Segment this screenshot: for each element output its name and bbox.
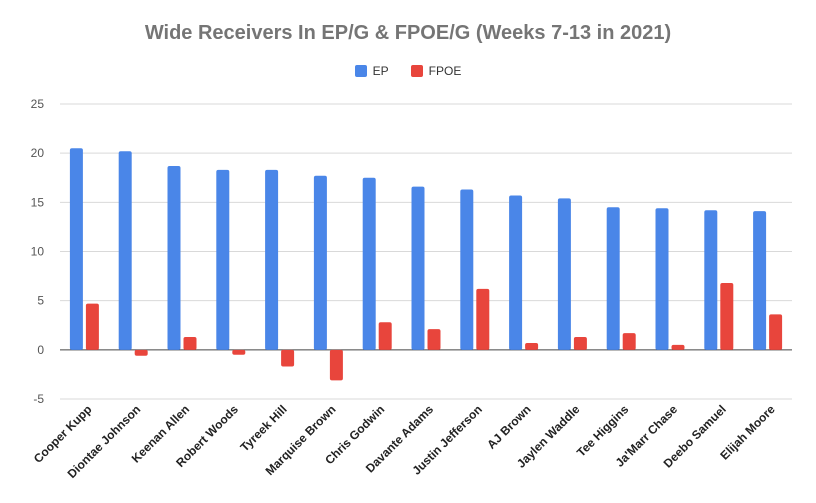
bar-fpoe (427, 329, 441, 350)
bar-ep (313, 175, 327, 350)
y-tick-label: 5 (37, 294, 44, 308)
y-tick-label: 15 (31, 195, 45, 209)
legend-label-ep: EP (372, 64, 389, 78)
bar-ep (704, 210, 718, 350)
bar-fpoe (134, 349, 148, 356)
bar-fpoe (476, 288, 490, 350)
bar-fpoe (281, 349, 295, 367)
bar-fpoe (329, 349, 343, 381)
legend-item-fpoe[interactable]: FPOE (410, 64, 462, 78)
y-tick-label: 10 (31, 245, 45, 259)
bar-ep (118, 151, 132, 350)
bar-ep (265, 169, 279, 350)
bar-ep (655, 208, 669, 350)
bar-ep (509, 195, 523, 350)
y-tick-label: 25 (31, 97, 45, 111)
bar-fpoe (232, 349, 246, 355)
legend-item-ep[interactable]: EP (354, 64, 389, 78)
bar-ep (753, 211, 767, 350)
legend-swatch-ep (354, 65, 367, 77)
bar-ep (460, 189, 474, 350)
bar-fpoe (622, 333, 636, 350)
bar-fpoe (183, 337, 197, 350)
legend-swatch-fpoe (410, 65, 423, 77)
bar-fpoe (720, 282, 734, 350)
bar-ep (216, 169, 230, 350)
bar-ep (606, 207, 620, 350)
x-tick-label: AJ Brown (484, 402, 534, 452)
chart-title: Wide Receivers In EP/G & FPOE/G (Weeks 7… (144, 22, 672, 44)
bar-ep (411, 186, 425, 350)
bar-ep (362, 177, 376, 350)
bar-fpoe (573, 337, 587, 350)
bar-ep (167, 165, 181, 350)
bar-fpoe (378, 322, 392, 350)
bar-ep (557, 198, 571, 350)
bar-ep (69, 148, 83, 350)
legend-label-fpoe: FPOE (428, 64, 462, 78)
bar-fpoe (525, 342, 539, 350)
bar-fpoe (671, 344, 685, 350)
y-tick-label: -5 (33, 392, 44, 406)
y-tick-label: 0 (37, 343, 44, 357)
y-tick-label: 20 (31, 146, 45, 160)
x-tick-label: Tyreek Hill (238, 402, 290, 454)
legend: EP FPOE (0, 64, 816, 78)
bar-fpoe (769, 314, 783, 350)
bar-fpoe (85, 303, 99, 350)
